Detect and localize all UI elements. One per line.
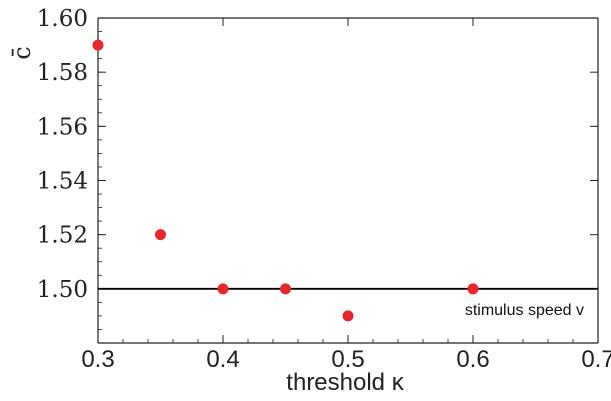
x-tick-label: 0.3 bbox=[81, 346, 114, 373]
y-tick-label: 1.54 bbox=[37, 169, 88, 195]
x-axis-ticks: 0.3 0.4 0.5 0.6 0.7 bbox=[81, 18, 611, 373]
y-tick-label: 1.58 bbox=[37, 60, 88, 86]
x-tick-label: 0.6 bbox=[456, 346, 489, 373]
y-tick-label: 1.52 bbox=[37, 223, 88, 249]
plot-frame bbox=[97, 17, 599, 344]
data-point bbox=[280, 283, 291, 295]
y-axis-label: c̄ bbox=[8, 46, 36, 59]
y-tick-label: 1.50 bbox=[37, 277, 88, 303]
data-points bbox=[92, 39, 479, 322]
data-point bbox=[342, 310, 354, 322]
data-point bbox=[467, 283, 479, 295]
data-point bbox=[217, 283, 229, 295]
y-tick-label: 1.56 bbox=[37, 114, 88, 140]
reference-line-label: stimulus speed v bbox=[465, 302, 584, 319]
data-point bbox=[92, 39, 104, 51]
data-point bbox=[155, 229, 166, 241]
y-axis-ticks: 1.50 1.52 1.54 1.56 1.58 1.60 bbox=[37, 6, 598, 344]
x-tick-label: 0.7 bbox=[581, 346, 611, 373]
x-axis-label: threshold κ bbox=[286, 369, 404, 396]
x-tick-label: 0.4 bbox=[206, 346, 239, 373]
y-tick-label: 1.60 bbox=[37, 6, 88, 32]
x-tick-label: 0.5 bbox=[331, 346, 364, 373]
